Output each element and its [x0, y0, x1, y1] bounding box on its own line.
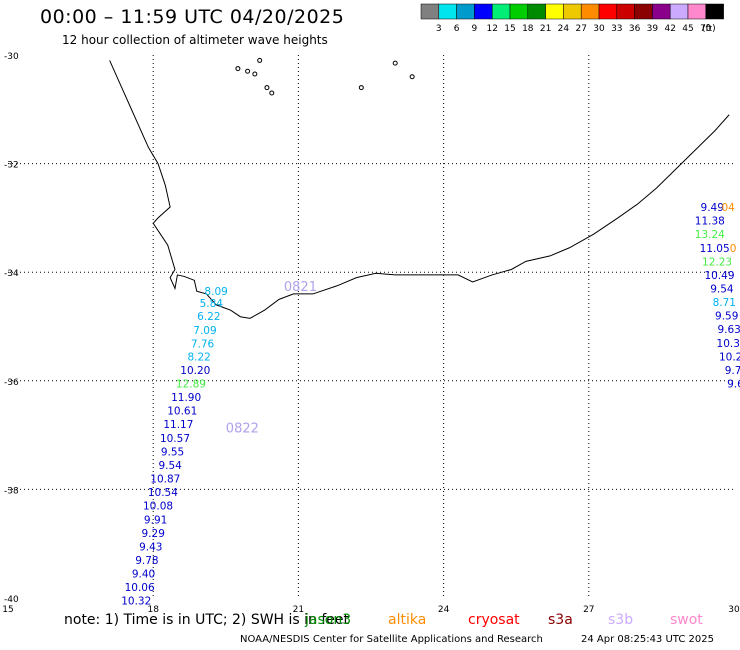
map-frame	[8, 55, 734, 598]
legend-tick: 42	[664, 24, 675, 34]
swh-value-label: 9.60	[727, 379, 740, 391]
swh-value-label: 9.75	[725, 365, 740, 377]
swh-value-label: 11.17	[163, 419, 193, 431]
lat-tick-label: -30	[4, 52, 19, 62]
swh-value-label: 10.06	[125, 582, 155, 594]
swh-value-label: 10.61	[167, 406, 197, 418]
credit-text: NOAA/NESDIS Center for Satellite Applica…	[240, 634, 543, 645]
legend-tick: 3	[436, 24, 442, 34]
map-subtitle: 12 hour collection of altimeter wave hei…	[62, 33, 328, 47]
footer-note: note: 1) Time is in UTC; 2) SWH is in fe…	[64, 612, 350, 628]
lon-tick-label: 15	[2, 605, 13, 615]
legend-tick: 39	[647, 24, 659, 34]
map-title: 00:00 – 11:59 UTC 04/20/2025	[40, 6, 345, 28]
swh-value-label: 8.22	[187, 351, 210, 363]
coastline	[109, 60, 730, 319]
swh-value-label: 8.71	[713, 297, 736, 309]
swh-value-label: 9.40	[132, 569, 155, 581]
swh-value-label: 10.25	[719, 351, 740, 363]
swh-value-label: 9.54	[158, 460, 182, 472]
island-outline	[269, 90, 275, 96]
swh-value-label: 8.09	[204, 286, 227, 298]
swh-value-label: 9.29	[142, 528, 165, 540]
lat-tick-label: -38	[4, 486, 19, 496]
swh-value-label: 10.08	[143, 501, 173, 513]
legend-tick: 36	[629, 24, 641, 34]
swh-value-label: 9.43	[139, 541, 162, 553]
legend-tick: 70	[700, 24, 712, 34]
island-outline	[409, 74, 415, 80]
legend-tick: 9	[472, 24, 478, 34]
legend-tick: 24	[558, 24, 570, 34]
color-legend: 3 6 9 12 15 18 21 24 27 30 33 36 39 42 45 70(ft)	[420, 3, 724, 34]
sat-label-cryosat: cryosat	[468, 612, 520, 628]
swh-value-label: 5.84	[200, 298, 224, 310]
lon-tick-label: 30	[728, 605, 740, 615]
swh-value-label: 11.05	[700, 243, 730, 255]
swh-value-label: 10.20	[180, 365, 210, 377]
swh-value-label: 11.90	[171, 392, 201, 404]
swh-value-label: 7.76	[191, 338, 215, 350]
lon-tick-label: 27	[583, 605, 594, 615]
island-outline	[235, 66, 241, 72]
swh-value-label: 6.22	[197, 311, 220, 323]
swh-value-label: 7.09	[193, 325, 216, 337]
swh-value-label: 0	[730, 243, 737, 255]
lat-tick-label: -32	[4, 161, 19, 171]
swh-value-label: 9.78	[135, 555, 158, 567]
swh-value-label: 13.24	[695, 229, 725, 241]
swh-value-label: 10.49	[704, 270, 734, 282]
legend-tick: 33	[611, 24, 622, 34]
island-outline	[358, 85, 364, 91]
legend-tick: 12	[486, 24, 497, 34]
legend-unit: (ft)	[702, 24, 716, 34]
swh-value-label: 9.54	[710, 283, 734, 295]
lon-tick-label: 24	[438, 605, 450, 615]
sat-label-s3a: s3a	[548, 612, 573, 628]
island-outline	[245, 68, 251, 74]
swh-value-label: 10.54	[148, 487, 178, 499]
legend-tick: 45	[682, 24, 693, 34]
swh-value-label: 9.63	[717, 324, 740, 336]
legend-tick: 15	[504, 24, 515, 34]
island-outline	[252, 71, 258, 77]
swh-value-label: 10.87	[150, 474, 180, 486]
legend-tick: 6	[454, 24, 460, 34]
pass-time-label: 0821	[284, 280, 317, 295]
island-outline	[392, 60, 398, 66]
swh-value-label: 12.89	[176, 379, 206, 391]
legend-tick: 30	[593, 24, 605, 34]
sat-label-altika: altika	[388, 612, 427, 628]
island-outline	[264, 85, 270, 91]
swh-value-label: 10.57	[160, 433, 190, 445]
sat-label-swot: swot	[670, 612, 703, 628]
island-outline	[257, 57, 263, 63]
swh-value-label: 11.38	[695, 216, 725, 228]
swh-value-label: 9.91	[144, 514, 167, 526]
legend-swatch	[705, 3, 724, 20]
swh-value-label: 9.49	[701, 202, 724, 214]
legend-tick: 18	[522, 24, 534, 34]
lat-tick-label: -40	[4, 595, 19, 605]
lat-tick-label: -36	[4, 378, 19, 388]
sat-label-jason3: jason3	[305, 612, 352, 628]
sat-label-s3b: s3b	[608, 612, 634, 628]
pass-time-label: 0822	[226, 421, 259, 436]
swh-value-label: 10.32	[121, 596, 151, 608]
swh-value-label: 9.55	[161, 446, 184, 458]
legend-tick: 21	[540, 24, 551, 34]
lon-tick-label: 21	[293, 605, 304, 615]
swh-value-label: 9.59	[715, 311, 738, 323]
lat-tick-label: -34	[4, 269, 19, 279]
swh-value-label: 10.34	[717, 338, 740, 350]
swh-value-label: 04	[722, 202, 736, 214]
legend-tick: 27	[575, 24, 586, 34]
swh-value-label: 12.23	[702, 256, 732, 268]
lon-tick-label: 18	[147, 605, 159, 615]
generated-timestamp: 24 Apr 08:25:43 UTC 2025	[581, 634, 714, 645]
